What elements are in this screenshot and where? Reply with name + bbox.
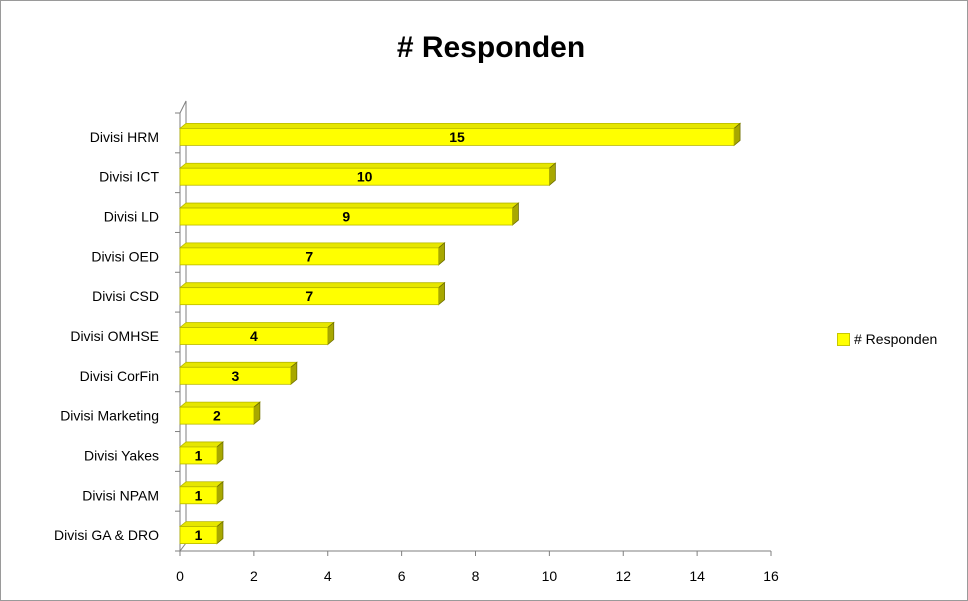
bar-top bbox=[178, 521, 225, 527]
bar bbox=[179, 406, 255, 425]
data-label: 2 bbox=[213, 408, 221, 424]
category-label: Divisi CSD bbox=[92, 288, 159, 304]
bar bbox=[179, 207, 513, 226]
data-label: 9 bbox=[342, 209, 350, 225]
category-label: Divisi HRM bbox=[90, 129, 159, 145]
category-label: Divisi ICT bbox=[99, 169, 159, 185]
x-tick-label: 8 bbox=[472, 568, 480, 584]
x-tick-label: 14 bbox=[689, 568, 705, 584]
bar-top bbox=[178, 441, 225, 448]
category-label: Divisi OED bbox=[91, 248, 159, 264]
category-label: Divisi OMHSE bbox=[70, 328, 159, 344]
data-label: 4 bbox=[250, 328, 258, 344]
bar bbox=[179, 366, 292, 385]
bar bbox=[179, 526, 218, 544]
data-label: 1 bbox=[195, 447, 203, 463]
x-tick-label: 12 bbox=[615, 568, 631, 584]
bar bbox=[179, 247, 439, 266]
bar bbox=[179, 446, 218, 465]
x-tick-label: 4 bbox=[324, 568, 332, 584]
data-label: 7 bbox=[305, 288, 313, 304]
bar-top bbox=[178, 322, 335, 328]
category-label: Divisi CorFin bbox=[80, 368, 159, 384]
bar-top bbox=[178, 202, 520, 209]
legend: # Responden bbox=[837, 331, 937, 347]
data-label: 3 bbox=[232, 368, 240, 384]
bar bbox=[179, 327, 329, 345]
data-label: 7 bbox=[305, 248, 313, 264]
data-label: 1 bbox=[195, 487, 203, 503]
bar-top bbox=[178, 123, 742, 129]
bar-top bbox=[178, 401, 261, 408]
bar-top bbox=[178, 481, 225, 488]
bar-top bbox=[178, 361, 298, 368]
bar bbox=[179, 167, 550, 186]
category-label: Divisi Marketing bbox=[60, 408, 159, 424]
x-tick-label: 0 bbox=[176, 568, 184, 584]
x-tick-label: 10 bbox=[542, 568, 558, 584]
legend-label: # Responden bbox=[854, 331, 938, 347]
chart-title: # Responden bbox=[396, 31, 586, 64]
bar-top bbox=[178, 162, 557, 169]
category-label: Divisi Yakes bbox=[84, 447, 159, 463]
bar bbox=[179, 128, 735, 146]
bar-top bbox=[178, 242, 446, 249]
category-label: Divisi GA & DRO bbox=[54, 527, 159, 543]
bar-top bbox=[178, 282, 446, 289]
category-label: Divisi NPAM bbox=[82, 487, 159, 503]
legend-swatch bbox=[837, 332, 850, 346]
x-tick-label: 6 bbox=[398, 568, 406, 584]
bar bbox=[179, 486, 218, 505]
bar bbox=[179, 287, 439, 306]
x-tick-label: 2 bbox=[250, 568, 258, 584]
data-label: 1 bbox=[195, 527, 203, 543]
data-label: 10 bbox=[357, 169, 373, 185]
category-label: Divisi LD bbox=[104, 209, 159, 225]
floor-edge bbox=[179, 542, 187, 552]
data-label: 15 bbox=[449, 129, 465, 145]
x-tick-label: 16 bbox=[763, 568, 779, 584]
